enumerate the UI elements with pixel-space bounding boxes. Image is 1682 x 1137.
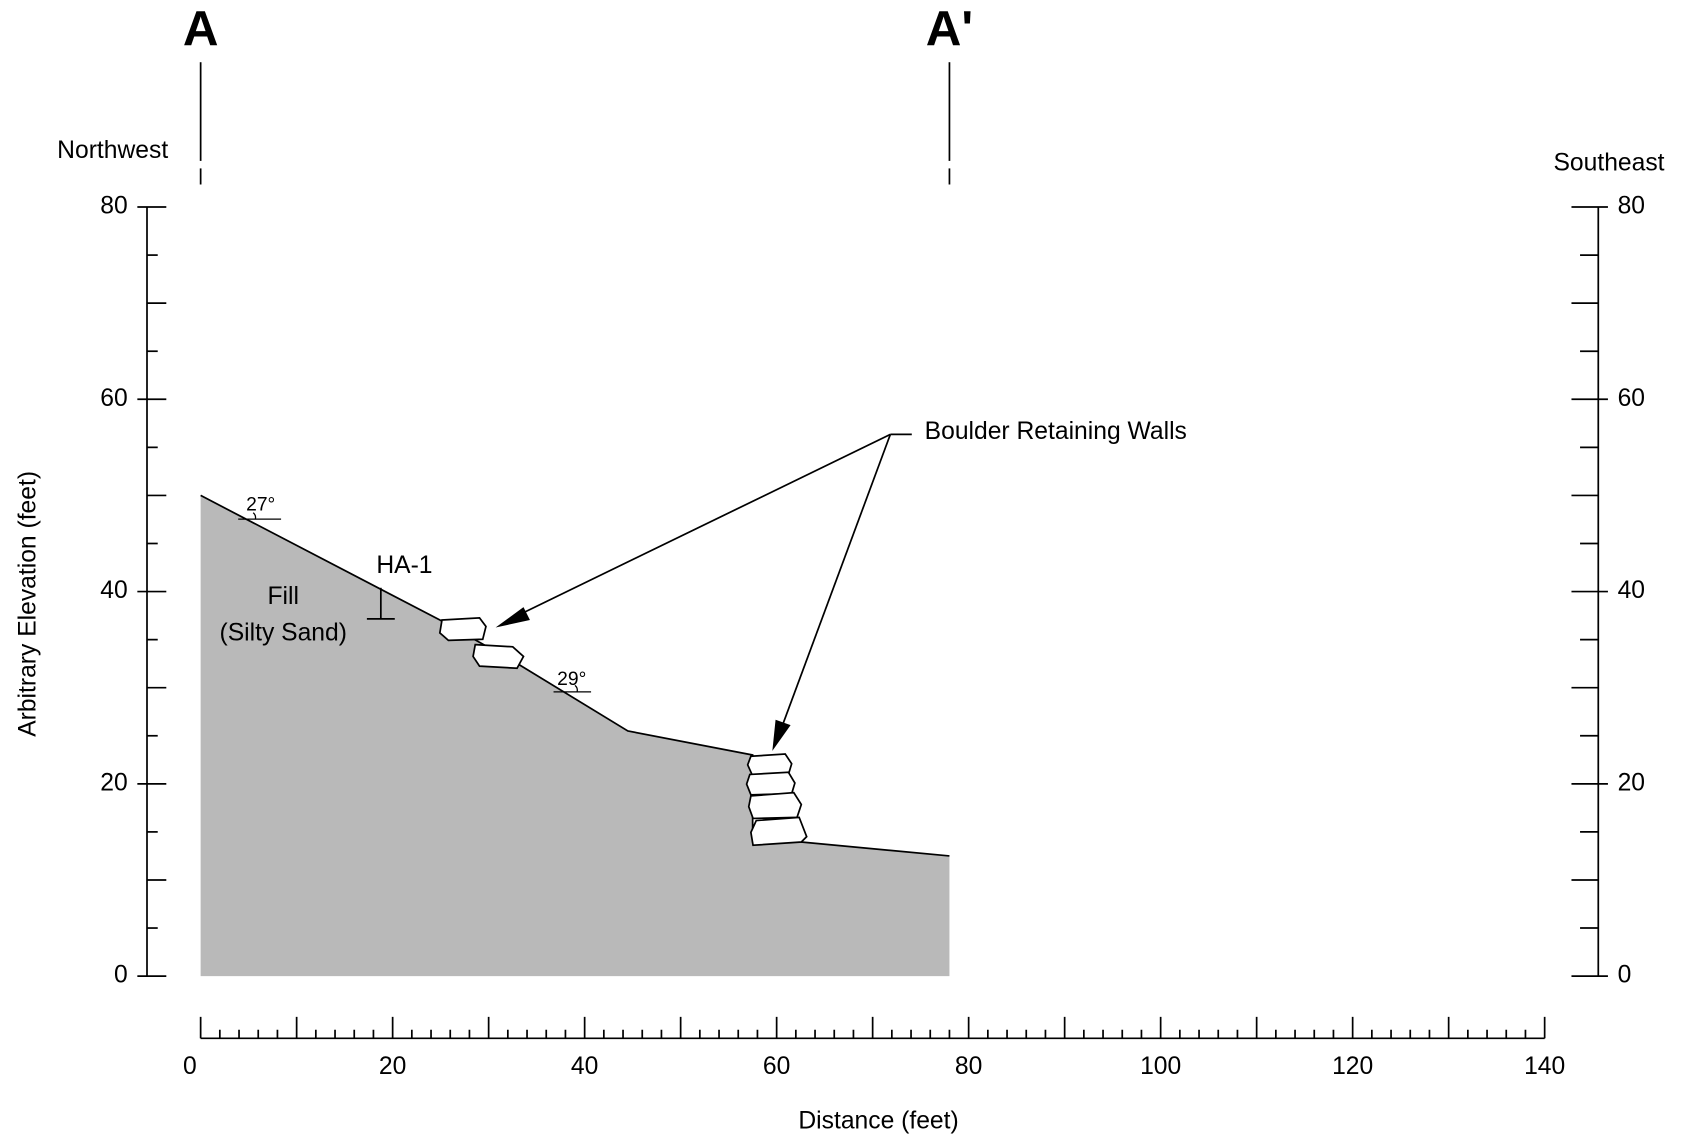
x-tick-label: 80 bbox=[955, 1053, 982, 1080]
y-tick-label: 0 bbox=[114, 962, 128, 989]
area bbox=[200, 495, 950, 977]
slope-angle: 29° bbox=[557, 669, 586, 690]
boulders bbox=[438, 616, 808, 847]
direction-label: Northwest bbox=[57, 137, 168, 164]
y2-tick-label: 0 bbox=[1618, 962, 1632, 989]
y-tick-label: 60 bbox=[100, 385, 127, 412]
direction-label: Southeast bbox=[1553, 150, 1664, 177]
x-tick-label: 140 bbox=[1524, 1053, 1565, 1080]
arrowhead bbox=[772, 719, 791, 751]
arrowhead bbox=[495, 607, 530, 628]
x-tick-label: 20 bbox=[379, 1053, 406, 1080]
annotations: Boulder Retaining Walls HA-1 Fill (Silty… bbox=[220, 418, 1187, 751]
slope-angle: 27° bbox=[246, 494, 275, 515]
y2-tick-label: 20 bbox=[1618, 769, 1645, 796]
x-tick-label: 40 bbox=[571, 1053, 598, 1080]
area-layer bbox=[200, 494, 950, 977]
y-axis-title: Arbitrary Elevation (feet) bbox=[15, 471, 42, 737]
slope-arc bbox=[574, 684, 578, 693]
walls-label: Boulder Retaining Walls bbox=[925, 418, 1187, 445]
y2-tick-label: 60 bbox=[1618, 385, 1645, 412]
boulder bbox=[745, 771, 796, 796]
fill-label: (Silty Sand) bbox=[220, 619, 347, 646]
leader bbox=[512, 433, 891, 619]
y2-tick-label: 40 bbox=[1618, 577, 1645, 604]
x-tick-label: 0 bbox=[183, 1053, 197, 1080]
x-axis-title: Distance (feet) bbox=[798, 1107, 958, 1134]
y-tick-label: 40 bbox=[100, 577, 127, 604]
boulder bbox=[746, 753, 793, 776]
y-tick-label: 20 bbox=[100, 769, 127, 796]
boulder bbox=[750, 816, 808, 847]
x-tick-label: 60 bbox=[763, 1053, 790, 1080]
x-tick-label: 120 bbox=[1332, 1053, 1373, 1080]
y2-tick-label: 80 bbox=[1618, 193, 1645, 220]
section-label: A' bbox=[926, 1, 973, 56]
boring-label: HA-1 bbox=[376, 552, 432, 579]
x-tick-label: 100 bbox=[1140, 1053, 1181, 1080]
boulder bbox=[747, 791, 803, 820]
boulder bbox=[438, 616, 487, 642]
fill-label: Fill bbox=[267, 583, 298, 610]
leader bbox=[780, 434, 892, 730]
y-tick-label: 80 bbox=[100, 193, 127, 220]
boulder bbox=[472, 643, 525, 670]
slope-arc bbox=[252, 512, 257, 520]
section-label: A bbox=[183, 1, 219, 56]
